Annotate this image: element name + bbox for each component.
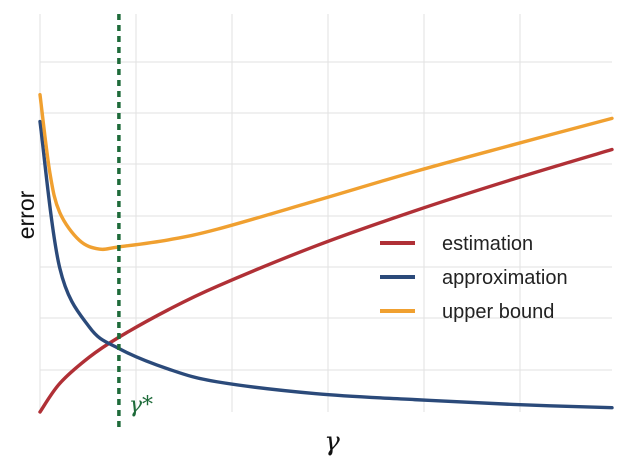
series-line-upper-bound bbox=[38, 92, 614, 252]
series-line-approximation bbox=[38, 119, 614, 410]
series-line-estimation bbox=[38, 147, 614, 414]
y-axis-label: error bbox=[13, 190, 39, 239]
optimal-gamma-marker: γ* bbox=[117, 14, 153, 430]
legend: estimation approximation upper bound bbox=[380, 233, 568, 323]
legend-label-estimation: estimation bbox=[442, 233, 533, 255]
legend-label-upper-bound: upper bound bbox=[442, 301, 554, 323]
series-lines bbox=[38, 92, 614, 414]
optimal-gamma-label: γ* bbox=[129, 393, 153, 418]
grid bbox=[39, 14, 612, 412]
legend-label-approximation: approximation bbox=[442, 267, 568, 289]
x-axis-label: γ bbox=[324, 427, 340, 457]
